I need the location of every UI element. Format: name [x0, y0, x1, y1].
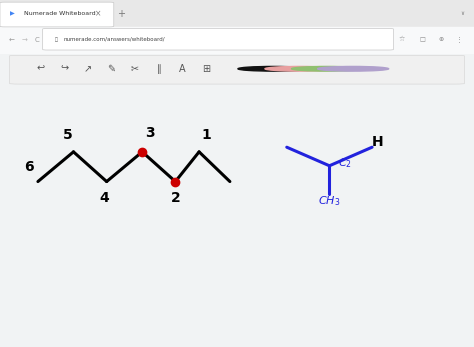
Text: 🔒: 🔒: [55, 37, 57, 42]
Text: □: □: [419, 37, 425, 42]
Circle shape: [318, 66, 389, 71]
Text: H: H: [372, 135, 383, 149]
Circle shape: [292, 66, 363, 71]
FancyBboxPatch shape: [0, 2, 114, 27]
Circle shape: [265, 66, 336, 71]
Text: C: C: [34, 37, 39, 43]
Text: 3: 3: [145, 126, 155, 140]
Bar: [0, 0, 474, 27]
Text: →: →: [21, 37, 27, 43]
FancyBboxPatch shape: [43, 28, 393, 50]
Text: ↪: ↪: [60, 64, 68, 74]
Text: ↩: ↩: [36, 64, 45, 74]
Text: ←: ←: [9, 37, 14, 43]
Text: ↗: ↗: [83, 64, 92, 74]
Text: ∥: ∥: [156, 64, 161, 74]
FancyBboxPatch shape: [9, 56, 465, 84]
Text: A: A: [179, 64, 186, 74]
Text: Numerade Whiteboard: Numerade Whiteboard: [24, 11, 95, 16]
Text: ×: ×: [95, 9, 102, 18]
Text: ✎: ✎: [107, 64, 116, 74]
Text: +: +: [117, 9, 125, 19]
Text: 4: 4: [100, 191, 109, 205]
Text: 6: 6: [25, 160, 34, 174]
Text: ☆: ☆: [398, 36, 404, 42]
Bar: [0, 27, 474, 54]
Text: ✂: ✂: [131, 64, 139, 74]
Text: $CH_3$: $CH_3$: [318, 194, 341, 208]
Text: numerade.com/answers/whiteboard/: numerade.com/answers/whiteboard/: [64, 37, 165, 42]
Text: 5: 5: [63, 128, 73, 142]
Circle shape: [238, 66, 309, 71]
Text: 1: 1: [202, 128, 211, 142]
Text: ⋮: ⋮: [456, 36, 463, 42]
Text: ∨: ∨: [460, 11, 464, 16]
Text: ⊕: ⊕: [438, 37, 444, 42]
Text: ▶: ▶: [10, 11, 15, 16]
Text: $C_2$: $C_2$: [338, 156, 352, 170]
Text: 2: 2: [171, 191, 180, 205]
Text: ⊞: ⊞: [202, 64, 210, 74]
